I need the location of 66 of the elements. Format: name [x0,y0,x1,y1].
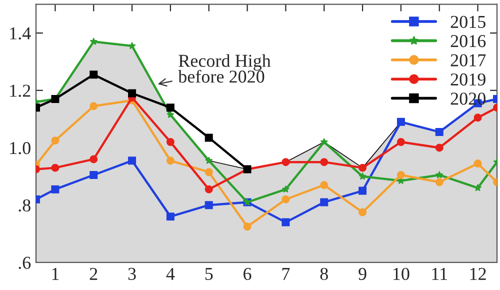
x-tick-label: 1 [52,268,59,280]
point [166,104,174,112]
point [204,185,213,194]
point [436,170,444,178]
point [396,138,405,146]
point [282,195,290,204]
point [166,110,174,118]
point [243,222,252,231]
point [358,208,367,216]
point [90,155,98,164]
point [320,181,328,190]
y-tick-label: 1.4 [10,27,31,40]
point [166,138,174,146]
x-tick-label: 5 [205,268,213,280]
point [51,164,60,172]
point [128,89,136,98]
point [474,114,482,122]
point [320,198,328,206]
point [51,185,60,194]
x-tick-label: 12 [470,268,486,280]
point [435,178,444,186]
point [204,201,213,210]
point [204,134,213,142]
point [282,218,290,226]
point [396,170,405,179]
point [90,38,98,45]
x-tick-label: 6 [244,268,252,280]
point [435,128,444,136]
legend-label: 2015 [450,16,486,28]
y-tick-label: 1.2 [10,84,30,97]
point [320,138,328,146]
x-tick-label: 8 [320,268,328,280]
x-tick-label: 4 [166,268,175,280]
point [90,102,98,110]
point [166,212,174,221]
point [358,186,367,195]
x-tick-label: 10 [394,268,410,280]
point [204,168,213,176]
point [282,185,290,193]
point [435,144,444,152]
point [358,172,366,180]
legend-label: 2019 [450,73,486,86]
point [128,42,136,50]
legend-label: 2017 [450,54,486,66]
x-tick-label: 2 [90,268,98,280]
point [90,70,98,79]
point [396,118,405,126]
point [90,170,98,179]
point [320,158,328,166]
y-tick-label: .8 [18,199,30,212]
point [205,156,213,164]
point [128,156,136,165]
annotation: Record High before 2020 [178,54,271,83]
x-tick-label: 3 [128,268,136,280]
legend-label: 2016 [450,35,486,48]
x-tick-label: 7 [282,268,290,280]
point [282,158,290,166]
y-tick-label: 1.0 [10,142,30,154]
x-tick-label: 11 [432,268,447,280]
point [51,136,60,145]
x-tick-label: 9 [358,268,366,280]
point [474,160,482,168]
point [166,156,174,165]
point [358,164,367,172]
legend-label: 2020 [450,92,486,105]
y-tick-label: .6 [18,256,31,269]
